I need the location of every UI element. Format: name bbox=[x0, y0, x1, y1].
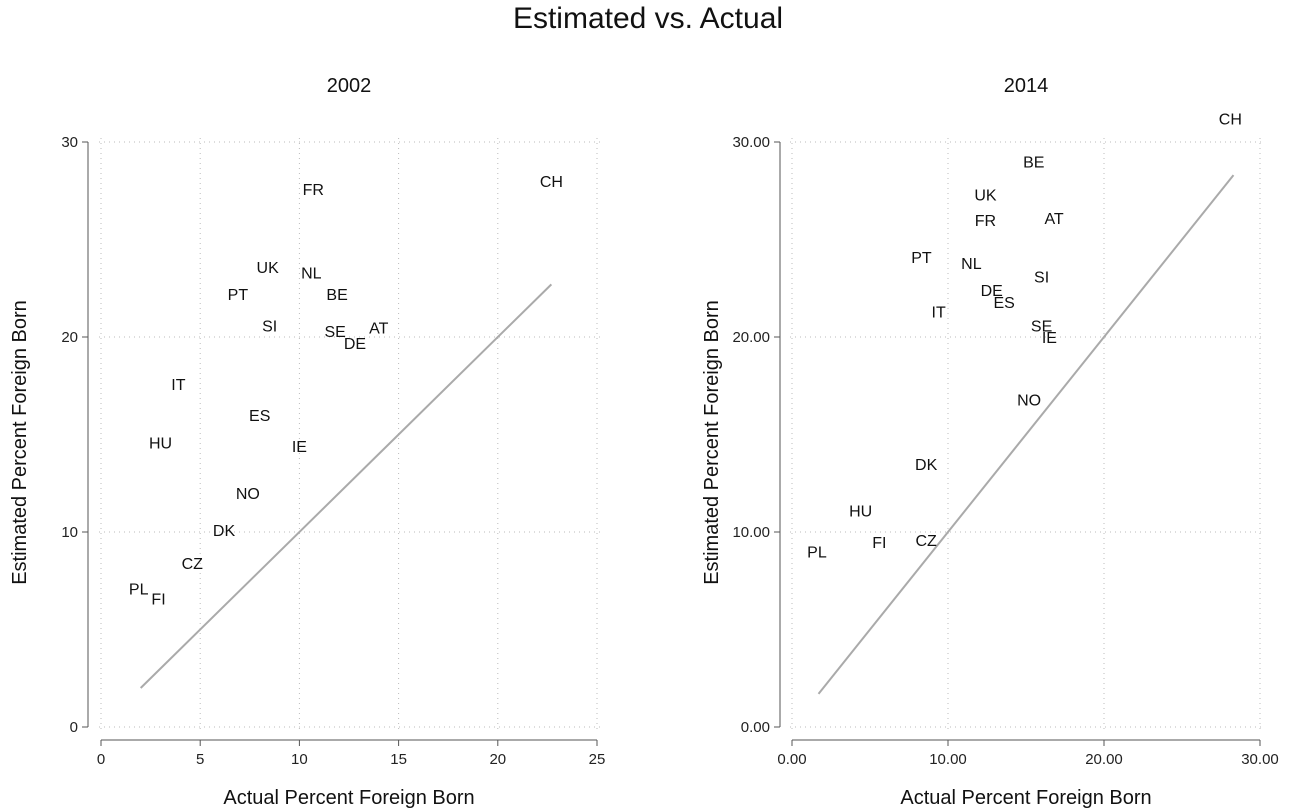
point-label-ES: ES bbox=[249, 408, 270, 425]
point-label-AT: AT bbox=[1044, 211, 1063, 228]
point-label-BE: BE bbox=[326, 287, 347, 304]
point-label-FR: FR bbox=[975, 213, 996, 230]
y-tick-label: 10.00 bbox=[732, 524, 770, 541]
y-tick-label: 0 bbox=[70, 719, 78, 736]
y-tick-label: 20 bbox=[61, 329, 78, 346]
point-label-FI: FI bbox=[151, 591, 165, 608]
point-label-FI: FI bbox=[872, 535, 886, 552]
panel-2002: 0 10 20 30 0 5 10 15 20 25 2002 Actual Percent Fore… bbox=[9, 75, 605, 809]
point-label-SE: SE bbox=[324, 324, 345, 341]
point-label-NO: NO bbox=[1017, 392, 1041, 409]
point-label-PL: PL bbox=[807, 545, 827, 562]
point-label-UK: UK bbox=[974, 188, 997, 205]
point-label-NL: NL bbox=[961, 256, 982, 273]
point-label-NL: NL bbox=[301, 266, 322, 283]
point-label-HU: HU bbox=[849, 504, 872, 521]
x-tick-label: 10 bbox=[291, 751, 308, 768]
point-label-CH: CH bbox=[1219, 112, 1242, 129]
point-label-SE: SE bbox=[1031, 318, 1052, 335]
point-label-CH: CH bbox=[540, 174, 563, 191]
point-label-IE: IE bbox=[1042, 330, 1057, 347]
x-tick-label: 20 bbox=[489, 751, 506, 768]
y-axis-title: Estimated Percent Foreign Born bbox=[701, 300, 723, 585]
y-axis-title: Estimated Percent Foreign Born bbox=[9, 300, 31, 585]
point-label-PT: PT bbox=[228, 287, 249, 304]
y-tick-label: 30.00 bbox=[732, 134, 770, 151]
point-label-BE: BE bbox=[1023, 155, 1044, 172]
y-tick-label: 0.00 bbox=[741, 719, 770, 736]
point-label-FR: FR bbox=[303, 182, 324, 199]
point-label-DE: DE bbox=[344, 336, 366, 353]
figure-title: Estimated vs. Actual bbox=[512, 2, 784, 35]
point-label-AT: AT bbox=[369, 320, 388, 337]
point-label-PT: PT bbox=[911, 250, 932, 267]
y-tick-label: 30 bbox=[61, 134, 78, 151]
y-tick-label: 20.00 bbox=[732, 329, 770, 346]
point-label-SI: SI bbox=[262, 318, 277, 335]
x-axis-title: Actual Percent Foreign Born bbox=[900, 787, 1151, 809]
panel-2014: 0.00 10.00 20.00 30.00 0.00 10.00 20.00 30.00 20… bbox=[701, 75, 1279, 809]
point-label-NO: NO bbox=[236, 486, 260, 503]
reference-line bbox=[139, 283, 553, 689]
reference-line bbox=[817, 174, 1235, 695]
x-tick-label: 0.00 bbox=[777, 751, 806, 768]
x-tick-label: 20.00 bbox=[1085, 751, 1123, 768]
x-tick-label: 15 bbox=[390, 751, 407, 768]
x-tick-label: 0 bbox=[97, 751, 105, 768]
point-label-IT: IT bbox=[171, 377, 185, 394]
point-label-DK: DK bbox=[213, 523, 236, 540]
point-label-SI: SI bbox=[1034, 270, 1049, 287]
panel-title: 2002 bbox=[327, 75, 372, 97]
point-label-DE: DE bbox=[981, 283, 1003, 300]
panel-title: 2014 bbox=[1004, 75, 1049, 97]
point-label-CZ: CZ bbox=[915, 533, 937, 550]
point-label-CZ: CZ bbox=[182, 556, 204, 573]
y-tick-label: 10 bbox=[61, 524, 78, 541]
point-label-UK: UK bbox=[257, 260, 280, 277]
point-label-ES: ES bbox=[993, 295, 1014, 312]
point-label-IT: IT bbox=[932, 305, 946, 322]
x-tick-label: 25 bbox=[589, 751, 606, 768]
point-label-PL: PL bbox=[129, 582, 149, 599]
x-tick-label: 5 bbox=[196, 751, 204, 768]
point-label-IE: IE bbox=[292, 439, 307, 456]
x-tick-label: 30.00 bbox=[1241, 751, 1279, 768]
point-label-HU: HU bbox=[149, 435, 172, 452]
x-axis-title: Actual Percent Foreign Born bbox=[223, 787, 474, 809]
point-label-DK: DK bbox=[915, 457, 938, 474]
x-tick-label: 10.00 bbox=[929, 751, 967, 768]
